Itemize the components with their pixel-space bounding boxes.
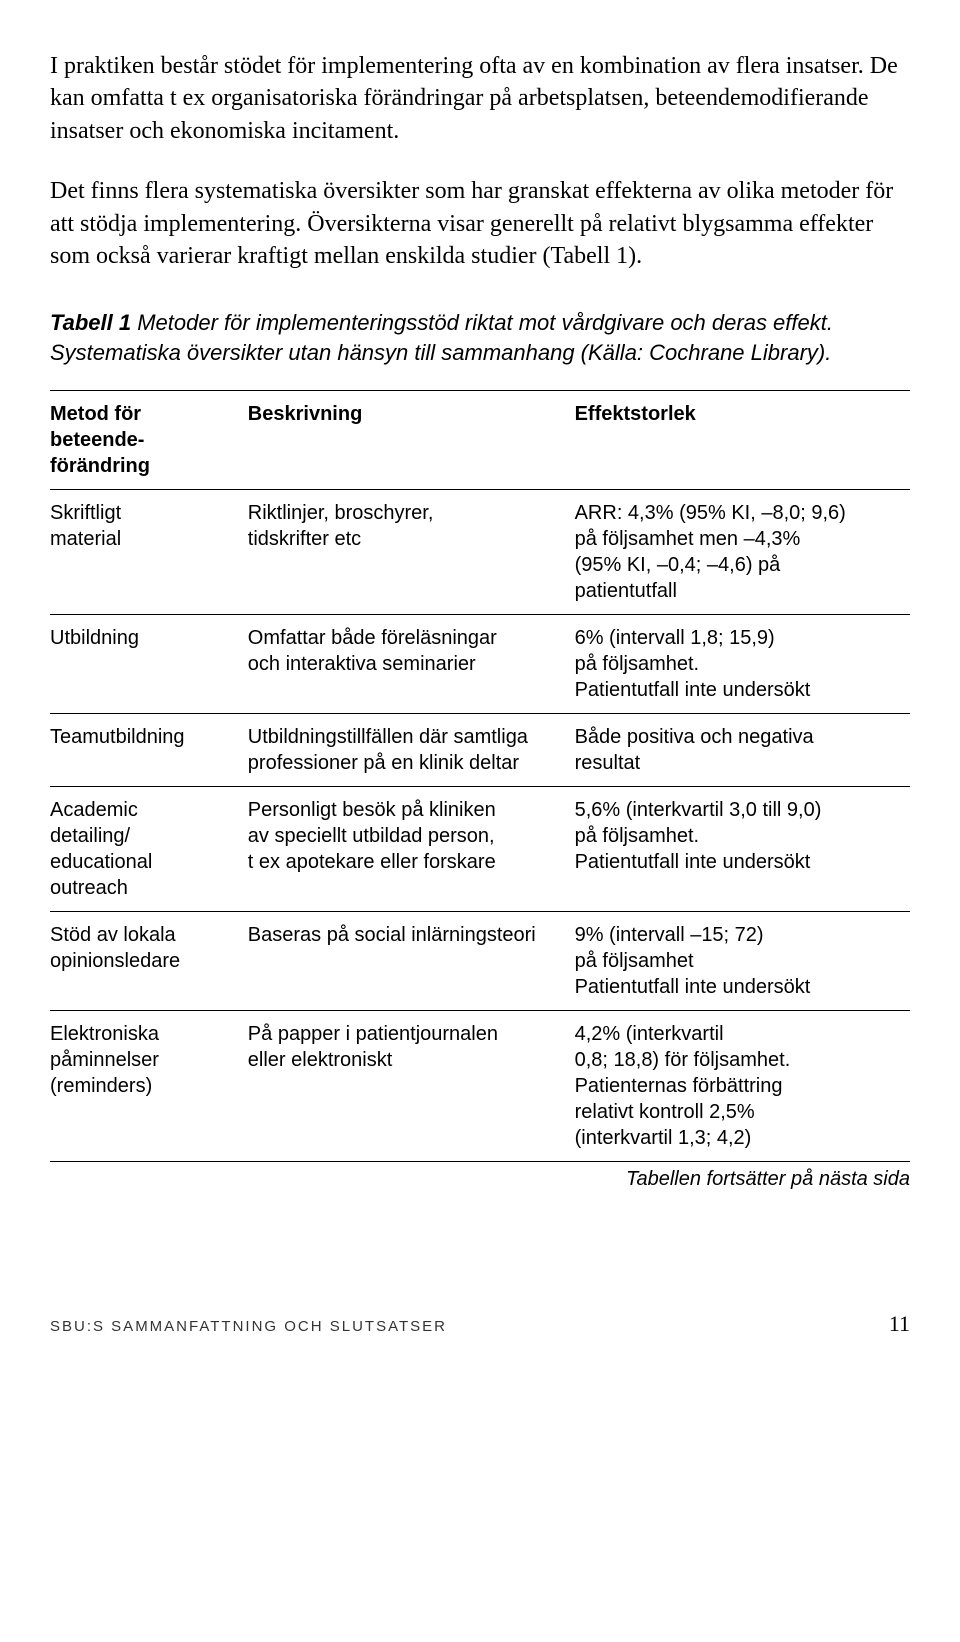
cell-effect: 4,2% (interkvartil 0,8; 18,8) för följsa… [575, 1010, 910, 1161]
table-footnote: Tabellen fortsätter på nästa sida [50, 1168, 910, 1191]
cell-effect: ARR: 4,3% (95% KI, –8,0; 9,6) på följsam… [575, 489, 910, 614]
cell-description: På papper i patientjournalen eller elekt… [248, 1010, 575, 1161]
table-caption-text: Metoder för implementeringsstöd riktat m… [50, 310, 833, 365]
cell-effect: Både positiva och negativa resultat [575, 713, 910, 786]
header-method: Metod för beteende- förändring [50, 390, 248, 489]
cell-description: Personligt besök på kliniken av speciell… [248, 786, 575, 911]
cell-effect: 5,6% (interkvartil 3,0 till 9,0) på följ… [575, 786, 910, 911]
cell-method: Teamutbildning [50, 713, 248, 786]
table-row: Teamutbildning Utbildningstillfällen där… [50, 713, 910, 786]
cell-method: Academic detailing/ educational outreach [50, 786, 248, 911]
cell-method: Skriftligt material [50, 489, 248, 614]
methods-table: Metod för beteende- förändring Beskrivni… [50, 390, 910, 1162]
cell-method: Elektroniska påminnelser (reminders) [50, 1010, 248, 1161]
cell-description: Utbildningstillfällen där samtliga profe… [248, 713, 575, 786]
footer-section-title: SBU:S SAMMANFATTNING OCH SLUTSATSER [50, 1318, 447, 1335]
cell-description: Riktlinjer, broschyrer, tidskrifter etc [248, 489, 575, 614]
table-row: Skriftligt material Riktlinjer, broschyr… [50, 489, 910, 614]
page-number: 11 [889, 1311, 910, 1337]
paragraph-1: I praktiken består stödet för implemente… [50, 50, 910, 147]
table-header-row: Metod för beteende- förändring Beskrivni… [50, 390, 910, 489]
header-description: Beskrivning [248, 390, 575, 489]
paragraph-2: Det finns flera systematiska översikter … [50, 175, 910, 272]
cell-description: Baseras på social inlärningsteori [248, 911, 575, 1010]
cell-method: Utbildning [50, 614, 248, 713]
table-row: Stöd av lokala opinionsledare Baseras på… [50, 911, 910, 1010]
cell-effect: 6% (intervall 1,8; 15,9) på följsamhet. … [575, 614, 910, 713]
cell-effect: 9% (intervall –15; 72) på följsamhet Pat… [575, 911, 910, 1010]
table-row: Academic detailing/ educational outreach… [50, 786, 910, 911]
cell-method: Stöd av lokala opinionsledare [50, 911, 248, 1010]
page-footer: SBU:S SAMMANFATTNING OCH SLUTSATSER 11 [50, 1311, 910, 1337]
table-caption-label: Tabell 1 [50, 310, 131, 335]
table-row: Utbildning Omfattar både föreläsningar o… [50, 614, 910, 713]
table-caption: Tabell 1 Metoder för implementeringsstöd… [50, 308, 910, 367]
cell-description: Omfattar både föreläsningar och interakt… [248, 614, 575, 713]
table-row: Elektroniska påminnelser (reminders) På … [50, 1010, 910, 1161]
header-effect: Effektstorlek [575, 390, 910, 489]
